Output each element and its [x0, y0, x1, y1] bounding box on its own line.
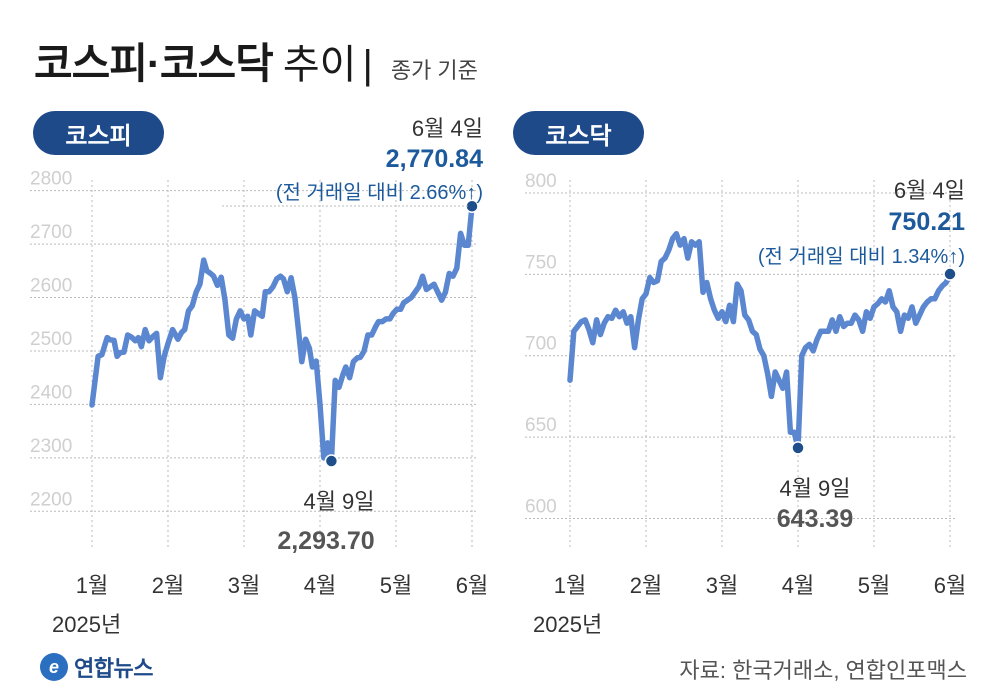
y-tick-label: 2600 — [30, 276, 72, 297]
y-tick-label: 2800 — [30, 169, 72, 190]
series-line — [89, 203, 475, 464]
low-date-label: 4월 9일 — [303, 489, 374, 514]
x-tick-label: 1월 — [76, 573, 108, 598]
x-tick-label: 3월 — [706, 573, 738, 598]
y-tick-label: 700 — [525, 334, 557, 355]
y-tick-label: 800 — [525, 171, 557, 192]
high-date-label: 6월 4일 — [412, 116, 483, 141]
x-tick-label: 2월 — [152, 573, 184, 598]
logo-text: 연합뉴스 — [74, 656, 153, 681]
y-tick-label: 2200 — [30, 489, 72, 510]
high-date-label: 6월 4일 — [894, 178, 965, 203]
x-tick-label: 6월 — [456, 573, 488, 598]
y-tick-label: 600 — [525, 496, 557, 517]
low-point-marker — [791, 441, 805, 455]
y-tick-label: 750 — [525, 252, 557, 273]
y-tick-label: 2700 — [30, 222, 72, 243]
y-tick-label: 2500 — [30, 329, 72, 350]
kospi-chart: 2200 2300 2400 2500 2600 2700 2800 1월 2월 3월 4월 5월 6월… — [30, 116, 488, 637]
kospi-badge: 코스피 — [33, 111, 164, 155]
x-tick-label: 3월 — [228, 573, 260, 598]
x-tick-label: 2월 — [630, 573, 662, 598]
y-tick-label: 650 — [525, 415, 557, 436]
low-point-marker — [324, 454, 339, 468]
y-tick-label: 2400 — [30, 382, 72, 403]
high-value-label: 750.21 — [889, 208, 966, 236]
low-value-label: 643.39 — [777, 505, 853, 533]
series-line — [567, 230, 953, 451]
y-tick-label: 2300 — [30, 436, 72, 457]
change-label: (전 거래일 대비 2.66%↑) — [276, 181, 483, 204]
yonhap-logo: e 연합뉴스 — [40, 651, 153, 683]
title-main: 코스피·코스닥 — [34, 40, 274, 87]
title-note: 종가 기준 — [390, 58, 478, 83]
logo-mark-icon: e — [40, 653, 68, 681]
kosdaq-badge: 코스닥 — [513, 111, 644, 155]
page-title: 코스피·코스닥 추이 | 종가 기준 — [34, 30, 478, 87]
high-value-label: 2,770.84 — [386, 145, 483, 173]
x-tick-label: 6월 — [934, 573, 966, 598]
x-tick-label: 4월 — [782, 573, 814, 598]
kosdaq-chart: 600 650 700 750 800 1월 2월 3월 4월 5월 6월 2025년 6월 4일 750… — [525, 171, 966, 637]
year-label: 2025년 — [52, 612, 121, 637]
x-tick-label: 4월 — [304, 573, 336, 598]
low-date-label: 4월 9일 — [779, 476, 850, 501]
change-label: (전 거래일 대비 1.34%↑) — [758, 245, 965, 268]
x-tick-label: 1월 — [554, 573, 586, 598]
title-separator: | — [362, 43, 373, 87]
year-label: 2025년 — [533, 612, 602, 637]
title-suffix: 추이 — [282, 43, 357, 87]
x-tick-label: 5월 — [858, 573, 890, 598]
source-note: 자료: 한국거래소, 연합인포맥스 — [679, 658, 967, 683]
low-value-label: 2,293.70 — [277, 527, 374, 555]
last-point-marker — [943, 267, 957, 281]
x-tick-label: 5월 — [380, 573, 412, 598]
